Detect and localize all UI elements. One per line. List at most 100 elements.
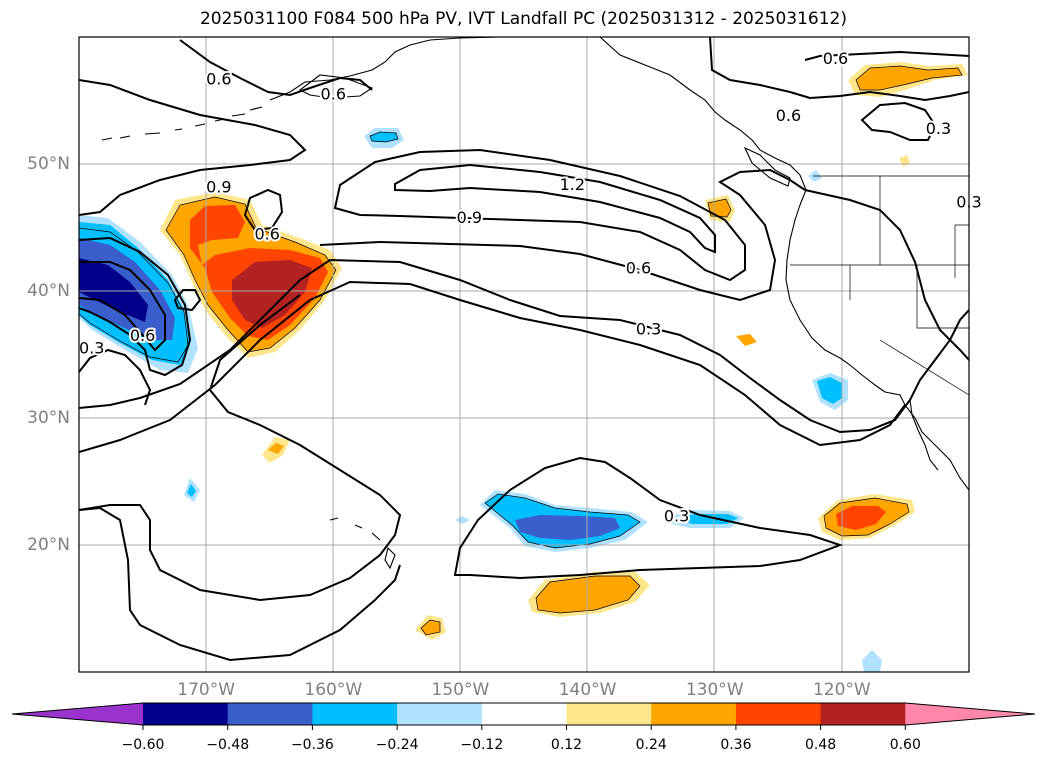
lon-tick-label: 130°W xyxy=(686,680,744,700)
shading-outline xyxy=(823,497,910,537)
lat-tick-label: 40°N xyxy=(27,281,70,301)
positive-pc-shading xyxy=(232,260,312,328)
lon-tick-label: 140°W xyxy=(559,680,617,700)
lat-tick-label: 50°N xyxy=(27,154,70,174)
positive-pc-shading xyxy=(856,66,962,90)
colorbar-segment xyxy=(227,703,313,725)
shading-outline xyxy=(165,196,337,353)
colorbar-segment xyxy=(481,703,567,725)
positive-pc-shading xyxy=(268,443,284,454)
alaska-panhandle-coast xyxy=(599,37,807,206)
colorbar-segment xyxy=(566,703,652,725)
contour-label: 0.6 xyxy=(823,49,848,68)
pv-contour-0.6 xyxy=(319,168,806,302)
pv-contour-ne-0.6 xyxy=(709,37,969,102)
colorbar-segment xyxy=(735,703,822,725)
positive-pc-shading xyxy=(536,576,640,613)
pv-contour-west-lobe xyxy=(79,236,192,377)
pv-contour-small-loop xyxy=(243,188,284,232)
pv-contour-0.3-south xyxy=(79,506,401,662)
pv-contour-west-0.3 xyxy=(79,348,152,406)
pv-contour-ne-lobe xyxy=(804,189,969,361)
baja-coast xyxy=(909,399,939,471)
us-west-coast xyxy=(785,204,969,491)
pv-contour-west-lobe xyxy=(79,261,166,352)
lon-tick-label: 120°W xyxy=(813,680,871,700)
state-borders xyxy=(790,176,969,396)
latitude-tick-labels: 20°N 30°N 40°N 50°N xyxy=(27,154,70,555)
colorbar-segment xyxy=(397,703,483,725)
contour-label: 0.9 xyxy=(457,208,482,227)
contour-label: 0.3 xyxy=(664,506,689,525)
colorbar-tick-label: 0.12 xyxy=(551,737,582,753)
pv-contour-ne-0.3 xyxy=(860,101,937,141)
contour-label: 0.6 xyxy=(206,69,231,88)
pv-contour-0.3 xyxy=(79,258,969,434)
contour-label: 0.6 xyxy=(254,224,279,243)
colorbar-segment xyxy=(312,703,398,725)
colorbar-extend-max xyxy=(905,703,1035,725)
pv-contour-ne-lobe xyxy=(804,50,969,61)
contour-label: 0.6 xyxy=(776,106,801,125)
positive-pc-shading xyxy=(736,334,757,346)
contour-label: 0.6 xyxy=(626,259,651,278)
lat-tick-label: 20°N xyxy=(27,535,70,555)
lat-tick-label: 30°N xyxy=(27,408,70,428)
positive-pc-shading xyxy=(836,506,886,530)
colorbar-tick-label: −0.12 xyxy=(460,737,503,753)
contour-label: 0.3 xyxy=(79,339,104,358)
hawaii-islands xyxy=(329,517,396,570)
pv-contours xyxy=(79,37,969,662)
lon-tick-label: 170°W xyxy=(177,680,235,700)
pv-contour-1.2 xyxy=(394,163,716,254)
contour-labels: 0.6 0.6 0.6 0.6 0.3 0.9 1.2 0.9 0.6 0.6 0.3 0.6 0.3 0… xyxy=(77,47,984,527)
pv-contour-0.3 xyxy=(79,294,402,602)
colorbar-tick-label: −0.36 xyxy=(291,737,334,753)
negative-pc-shading xyxy=(515,515,620,540)
negative-pc-shading xyxy=(455,516,470,524)
pv-contour-0.3-central xyxy=(453,456,843,580)
pv-contour-small-loop xyxy=(173,289,202,312)
colorbar-tick-label: −0.48 xyxy=(206,737,249,753)
colorbar: −0.60 −0.48 −0.36 −0.24 −0.12 0.12 0.24 0.36 0.4… xyxy=(11,702,1036,753)
colorbar-tick-label: 0.36 xyxy=(720,737,751,753)
contour-label: 0.6 xyxy=(130,326,155,345)
lon-tick-label: 150°W xyxy=(432,680,490,700)
shading-layer xyxy=(79,62,968,672)
negative-pc-shading xyxy=(862,650,882,672)
negative-pc-shading xyxy=(370,132,398,142)
colorbar-tick-label: 0.24 xyxy=(636,737,667,753)
shading-outline xyxy=(369,131,399,143)
colorbar-tick-label: −0.24 xyxy=(376,737,419,753)
shading-outline xyxy=(535,575,641,614)
shading-outline xyxy=(707,198,732,218)
contour-label: 0.3 xyxy=(636,320,661,339)
negative-pc-shading xyxy=(79,258,148,322)
colorbar-segment xyxy=(143,703,229,725)
aleutian-islands xyxy=(101,106,263,141)
colorbar-extend-min xyxy=(12,703,143,725)
positive-pc-shading xyxy=(421,620,440,635)
negative-pc-shading xyxy=(817,377,842,404)
negative-pc-shading xyxy=(674,514,738,524)
pv-contour-0.3 xyxy=(79,280,906,453)
longitude-tick-labels: 170°W 160°W 150°W 140°W 130°W 120°W xyxy=(177,680,871,700)
negative-pc-shading xyxy=(187,484,196,497)
colorbar-tick-label: −0.60 xyxy=(122,737,165,753)
shading-outline xyxy=(855,65,963,91)
political-borders xyxy=(790,175,969,396)
contour-label: 0.3 xyxy=(926,119,951,138)
vancouver-island xyxy=(743,146,791,187)
lon-tick-label: 160°W xyxy=(304,680,362,700)
contour-label: 0.9 xyxy=(206,177,231,196)
gridlines xyxy=(79,37,969,672)
shading-outline xyxy=(420,619,441,636)
pv-contour-west-0.6 xyxy=(179,39,373,97)
pv-contour-0.9 xyxy=(333,148,746,282)
colorbar-segment xyxy=(820,703,906,725)
map-title: 2025031100 F084 500 hPa PV, IVT Landfall… xyxy=(199,9,847,29)
alaska-coastline xyxy=(269,37,501,101)
colorbar-segment xyxy=(651,703,737,725)
contour-label: 0.6 xyxy=(321,85,346,104)
